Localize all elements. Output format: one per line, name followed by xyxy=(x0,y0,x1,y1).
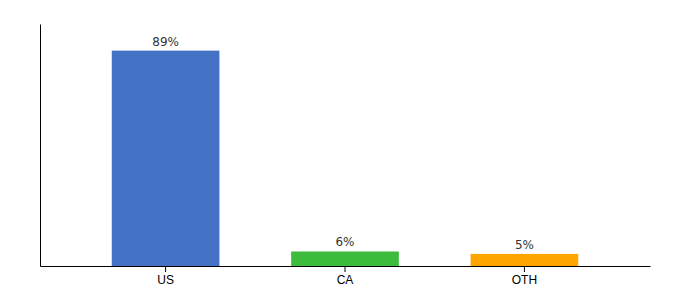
plot-area: US CA OTH 89% 6% 5% xyxy=(41,25,651,287)
y-axis-line xyxy=(40,25,41,267)
x-tick-label: US xyxy=(157,273,174,287)
data-label: 89% xyxy=(152,35,179,49)
x-tick-label: CA xyxy=(337,273,354,287)
x-tick: CA xyxy=(337,266,354,287)
x-tick: US xyxy=(157,266,174,287)
x-tick: OTH xyxy=(512,266,537,287)
data-label: 6% xyxy=(335,235,354,249)
chart: US CA OTH 89% 6% 5% xyxy=(0,0,680,300)
bars xyxy=(112,51,578,266)
data-label: 5% xyxy=(515,238,534,252)
x-tick-mark xyxy=(524,266,525,272)
bar xyxy=(471,254,579,266)
x-tick-mark xyxy=(345,266,346,272)
bar xyxy=(291,251,399,266)
data-labels: 89% 6% 5% xyxy=(152,35,534,252)
x-tick-label: OTH xyxy=(512,273,537,287)
x-axis: US CA OTH xyxy=(41,266,651,287)
bar xyxy=(112,51,220,266)
y-axis xyxy=(40,25,41,267)
x-tick-mark xyxy=(165,266,166,272)
